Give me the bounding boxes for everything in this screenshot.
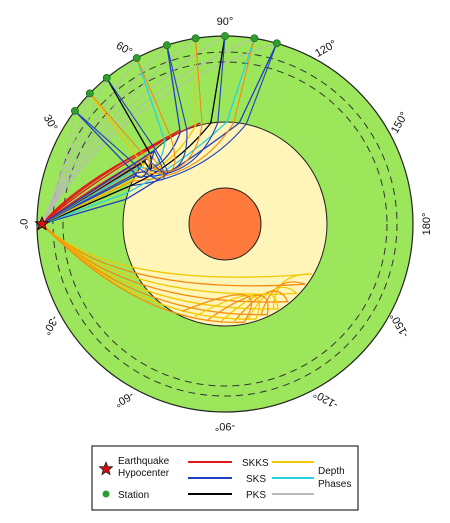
angle-tick-label: 90° [217,16,234,28]
station-dot-icon [221,32,229,40]
transition-zone-dashed-ring [62,61,388,387]
station-dot-icon [85,89,94,98]
angle-tick-label: 0° [17,219,29,230]
angle-tick-label: -120° [312,387,341,411]
station-dot-icon [132,54,141,62]
skks-ray-path [41,122,201,225]
depth-phase-gray-ray-path [41,57,138,225]
angle-tick-label: 120° [313,38,339,60]
station-dot-icon [162,41,171,50]
angle-tick-label: 180° [421,213,433,236]
core-ray-path-secondary [41,37,255,225]
ray-paths [41,35,313,323]
legend-depth-phases-label-line2: Phases [318,479,351,490]
depth-phase-lower-reflect-ray-path [234,290,289,322]
station-dot-icon [250,34,259,43]
legend: Earthquake Hypocenter Station SKKS SKS P… [91,445,359,511]
depth-phase-gray-ray-path [41,42,278,225]
legend-hypocenter-label-line1: Earthquake [118,456,170,467]
angle-tick-label: -150° [388,311,412,340]
station-dot-icon [71,107,79,115]
station-dot-icon [191,34,200,43]
depth-phase-lower-ray-path [41,223,313,278]
angle-tick-label: 150° [389,110,411,136]
depth-phase-gray-ray-path [41,110,76,225]
core-ray-path [41,37,197,225]
core-ray-path [41,57,166,225]
core-ray-path [41,35,226,225]
core-ray-path-secondary [41,110,165,225]
station-dot-icon [102,74,111,82]
station-dot-icon [272,39,281,48]
skks-ray-path [41,141,162,225]
legend-station-label: Station [118,490,149,501]
skks-ray-path [41,129,181,225]
legend-pks-label: PKS [246,490,266,501]
legend-hypocenter-star-icon [98,461,114,476]
core-ray-path [41,37,256,225]
angle-tick-label: 30° [41,113,60,133]
station-markers [71,32,281,115]
depth-phase-lower-reflect-ray-path [207,294,269,321]
depth-phase-lower-reflect-ray-path [221,293,279,322]
legend-depth-phases-label-line1: Depth [318,466,345,477]
hypocenter-star-icon [34,215,50,231]
depth-phase-lower-reflect-ray-path [194,295,261,320]
core-ray-path-secondary [41,42,278,225]
angle-tick-label: -30° [40,313,61,337]
depth-phase-lower-reflect-ray-path [260,281,306,315]
legend-sks-label: SKS [246,474,266,485]
legend-hypocenter-label-line2: Hypocenter [118,468,170,479]
legend-station-dot-icon [102,490,110,498]
depth-phase-lower-reflect-ray-path [247,286,298,319]
depth-phase-lower-reflect-ray-path [181,294,253,323]
angle-tick-label: 60° [114,40,134,59]
inner-core-disc [188,187,262,261]
depth-phase-lower-ray-path [41,223,306,287]
depth-phase-gray-ray-path [41,37,255,225]
angle-tick-label: -90° [215,420,235,432]
depth-phase-gray-ray-path [41,37,197,225]
depth-phase-lower-ray-path [41,223,245,323]
core-ray-path-secondary [41,92,166,225]
angle-tick-label: -60° [112,389,136,410]
legend-skks-label: SKKS [242,458,269,469]
